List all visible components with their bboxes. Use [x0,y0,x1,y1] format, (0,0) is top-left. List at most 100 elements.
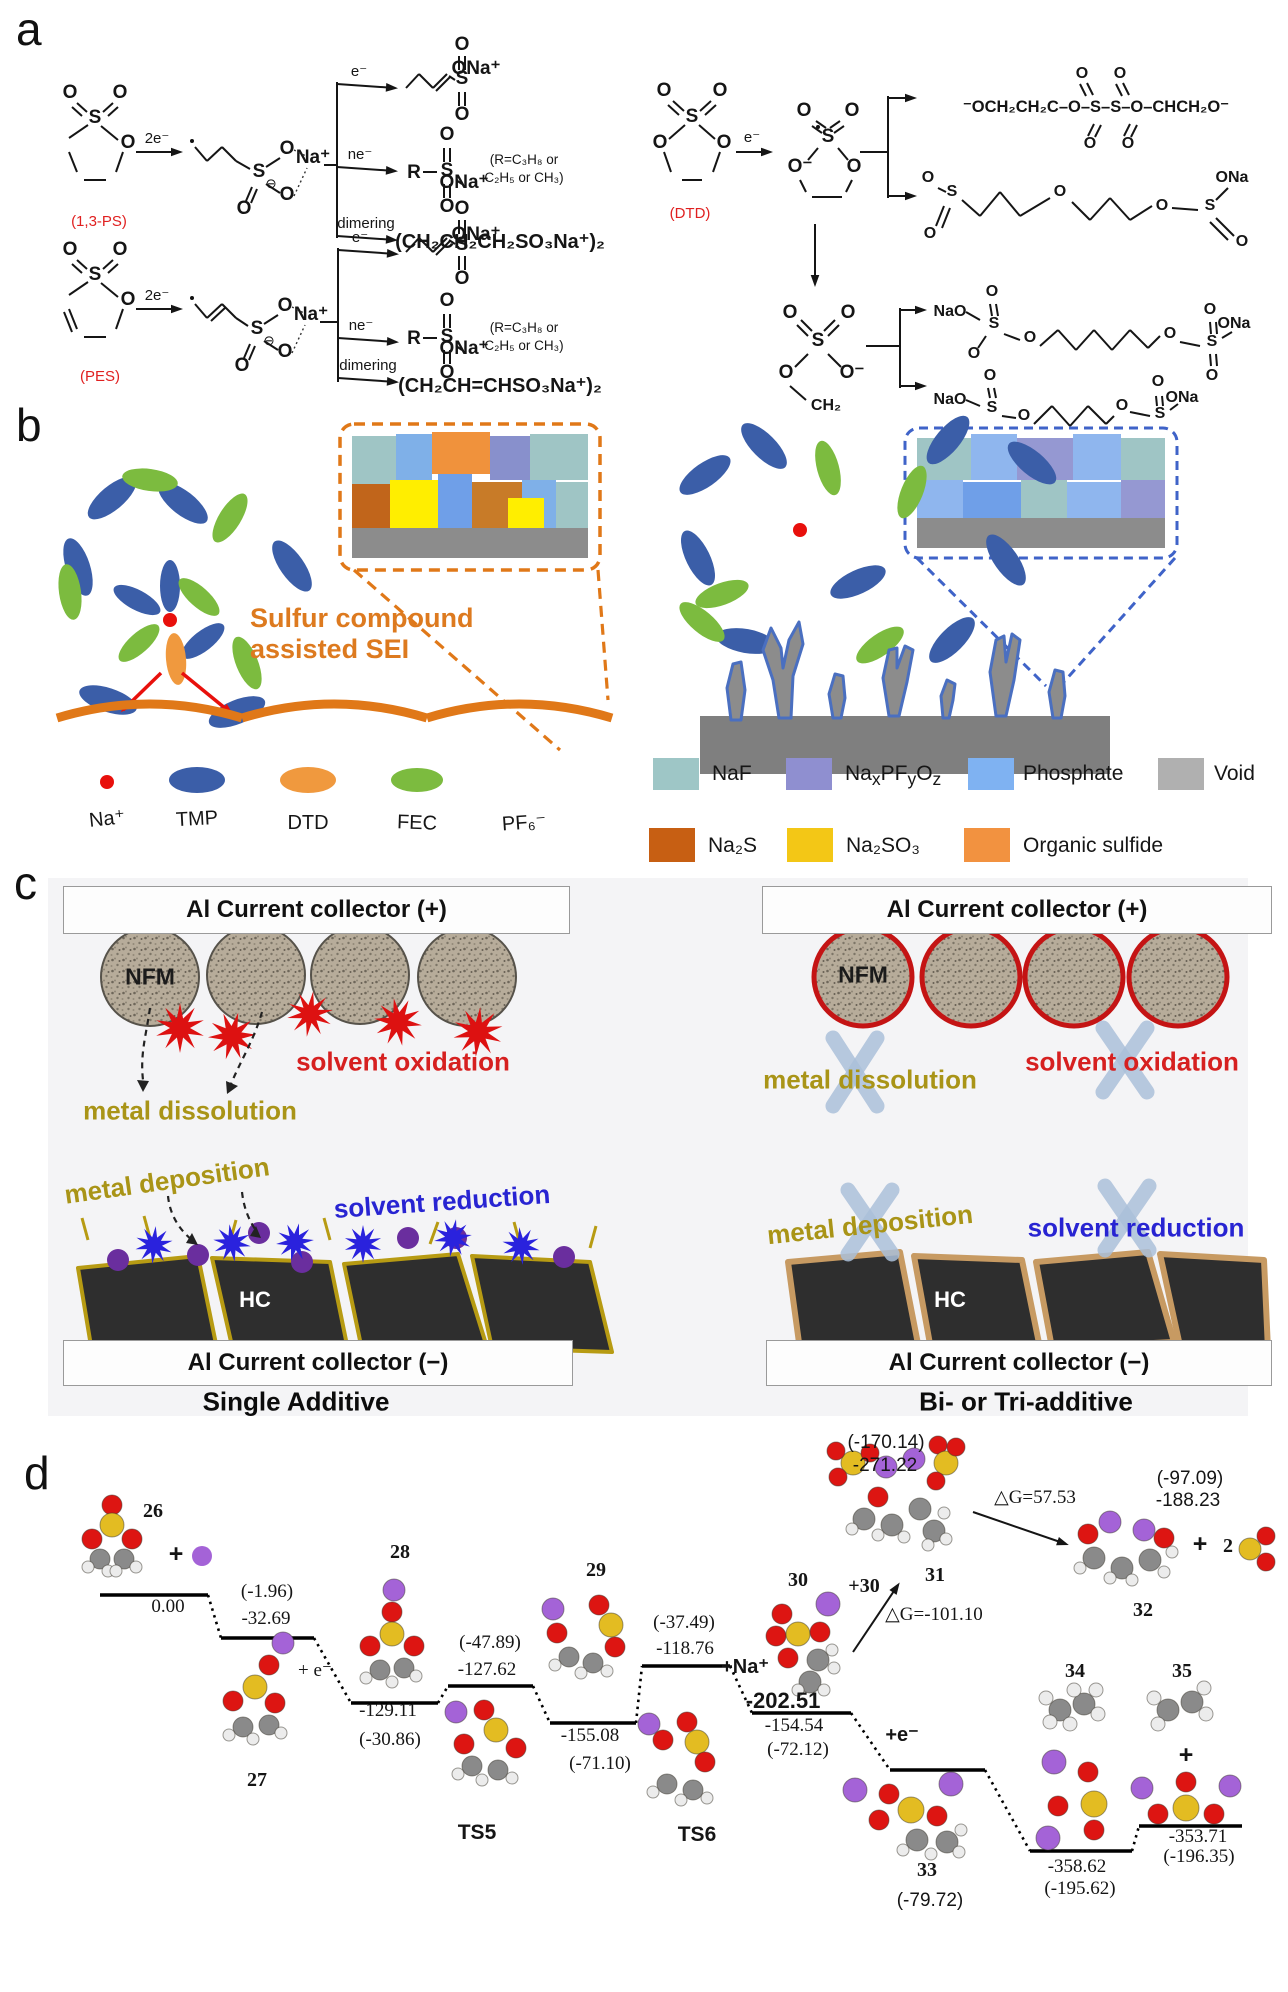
line [265,157,281,168]
g-31: (-170.14) [847,1432,924,1453]
nfm-label-left: NFM [125,963,175,990]
label: O [113,82,128,103]
line [102,102,114,113]
metal-deposition-left: metal deposition [62,1151,272,1210]
line [71,106,83,117]
arrow [337,249,399,258]
dendrite [1047,668,1067,720]
line [965,311,981,321]
hc-label-right: HC [934,1287,966,1312]
hc-label-left: HC [239,1287,271,1312]
deposition-arrow [166,1195,193,1241]
line [1221,331,1233,339]
g-32: (-97.09) [1157,1468,1224,1489]
label: 2 [1223,1535,1233,1557]
t: Na [845,762,872,785]
line [961,199,981,217]
ellipse [63,538,93,596]
line [293,167,308,197]
dot [190,139,194,143]
line [68,308,78,330]
label: O [440,362,455,383]
line [1079,83,1087,97]
line [235,160,251,170]
ellipse [58,564,82,620]
line [941,207,951,229]
caption-single-additive: Single Additive [202,1386,390,1417]
star [852,474,891,522]
line [833,125,845,134]
line [1129,205,1153,221]
ellipse [160,560,180,612]
hc-block-coated [1157,1251,1271,1353]
label: S [441,160,454,181]
metal-dissolution-right: metal dissolution [763,1064,977,1095]
legend-label-phosphate: Phosphate [1023,762,1124,785]
line [728,1665,754,1714]
label: S [1155,405,1166,422]
label: S [456,234,469,255]
rect [352,436,396,484]
ellipse [897,465,927,519]
label: S [89,264,102,285]
t: PF [880,762,908,785]
rect [971,434,1017,480]
line [1161,395,1164,407]
ellipse [680,530,716,586]
mol-26 [81,1494,143,1578]
legend-fec [391,768,443,792]
sei-zoom-box-right [903,426,1179,560]
line [1130,1825,1141,1852]
line [1122,82,1130,96]
hc-block [342,1252,488,1352]
label: + [1193,1530,1208,1558]
legend-label-na2s: Na₂S [708,834,758,857]
label: C₂H₅ or CH₃) [484,338,563,353]
nfm-label-right: NFM [838,961,888,988]
g-34: (-195.62) [1044,1878,1115,1899]
label: O [797,100,812,121]
line [987,387,991,399]
sei-caption: Sulfur compound assisted SEI [250,603,473,665]
na-ion-dot [163,613,177,627]
label: S [441,326,454,347]
e-34: -358.62 [1048,1856,1107,1877]
e-27: -32.69 [241,1608,290,1629]
g-30: (-72.12) [767,1739,829,1760]
oxidation-burst [208,1012,256,1060]
line [663,151,672,173]
rect [917,438,971,480]
line [265,183,281,194]
polygon [186,1233,198,1245]
line [405,237,420,253]
label: O [278,295,293,316]
id-27: 27 [247,1769,267,1791]
e-26: 0.00 [151,1596,184,1617]
line [235,317,249,327]
line [322,1217,332,1241]
g-35: (-196.35) [1163,1846,1234,1867]
label: O [1156,197,1168,214]
label: O [278,341,293,362]
rect [1021,480,1067,518]
g-29: (-71.10) [569,1753,631,1774]
line [210,306,227,322]
line [796,324,809,337]
label: O [841,302,856,323]
label: ONa⁺ [451,224,500,245]
t: O [916,762,933,785]
label: O [455,104,470,125]
shape [425,699,614,723]
line [800,319,813,332]
line [448,75,456,81]
mol-35-salt [1130,1771,1242,1825]
line [418,237,434,253]
label: R [407,328,421,349]
label: O [113,239,128,260]
id-33: 33 [917,1859,937,1881]
line [107,263,119,274]
label: O [440,196,455,217]
